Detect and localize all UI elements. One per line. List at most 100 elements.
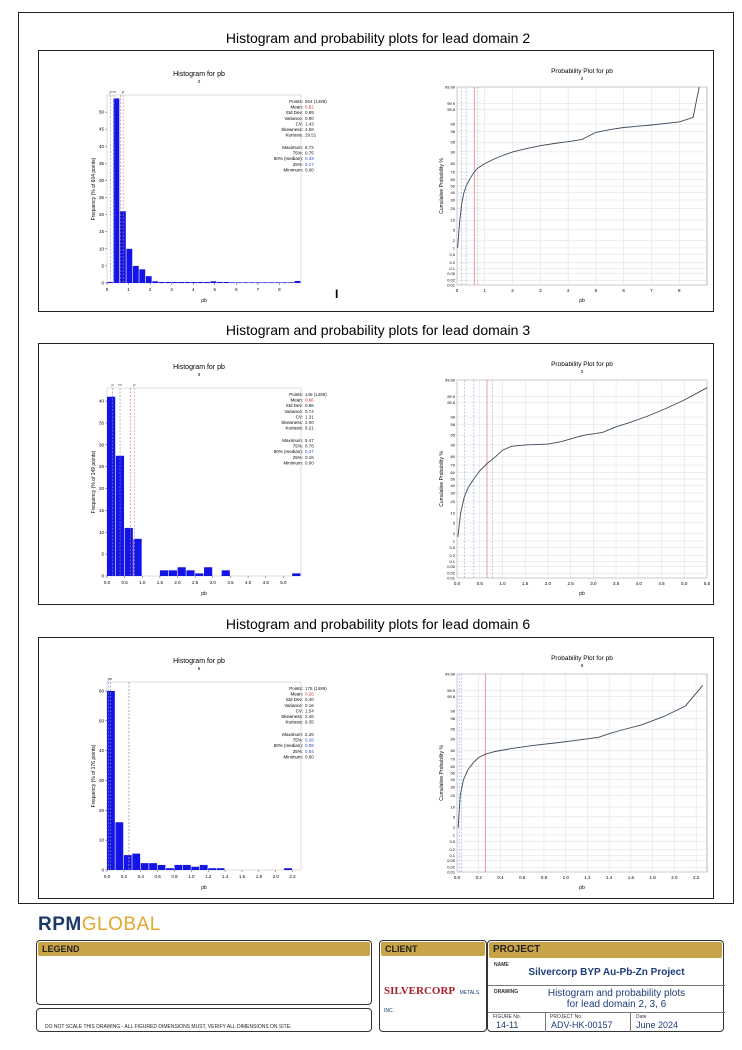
x-tick-label: 5.0 [280,580,287,585]
x-tick-label: 1.4 [222,874,229,879]
drawing-line-1: Histogram and probability plots [547,988,686,999]
drawing-line-2: for lead domain 2, 3, 6 [566,999,667,1010]
histogram-bar [132,853,141,870]
probability-plot-domain-6: Probability Plot for pb60.010.020.050.10… [439,655,708,891]
histogram-bar [166,868,174,870]
stat-label: Maximum: [282,438,303,443]
stat-value: 1.31 [305,414,314,419]
stat-value: 2.46 [305,714,314,719]
histogram-bar [174,864,183,870]
x-tick-label: 1.8 [256,874,263,879]
stat-label: Mean: [290,692,303,697]
y-tick-label: 90 [451,149,456,154]
stat-label: 75%: [293,151,303,156]
histogram-bar [195,573,204,576]
y-tick-label: 99.9 [447,101,456,106]
y-tick-label: 70 [451,757,456,762]
x-tick-label: 1.6 [628,875,635,880]
stat-label: Minimum: [283,754,303,759]
plot-area [106,681,302,871]
chart-subtitle: 3 [198,372,201,377]
panel-domain-2: Histogram for pb 2 p m p 0 5 10 15 20 25 30 35 40 45 50… [38,50,714,312]
x-tick-label: 6 [235,287,238,292]
stat-value: 0.90 [305,116,314,121]
stat-value: 0.86 [305,403,314,408]
stat-value: 0.74 [305,409,314,414]
y-axis-label: Frequency (% of 149 points) [91,450,97,513]
client-header: CLIENT [381,942,485,956]
y-tick-label: 0.02 [447,278,456,283]
x-tick-label: 5 [595,288,598,293]
chart-title: Probability Plot for pb [551,68,613,75]
y-tick-label: 95 [451,727,456,732]
stat-value: 0.16 [305,703,314,708]
y-tick-label: 1 [453,245,456,250]
x-tick-label: 0.8 [171,874,178,879]
histogram-bar [115,822,124,870]
y-tick-label: 50 [99,718,105,723]
histogram-bar [149,863,158,870]
histogram-bar [165,281,172,283]
y-tick-label: 35 [99,161,105,166]
chart-title: Histogram for pb [173,658,225,665]
x-tick-label: 5.5 [704,581,711,586]
y-tick-label: 98 [451,716,456,721]
y-tick-label: 0.05 [447,564,456,569]
cumulative-curve [457,685,704,828]
stat-label: Mean: [290,398,303,403]
y-tick-label: 30 [99,778,105,783]
x-tick-label: 0.8 [541,875,548,880]
stat-value: 0.26 [305,692,314,697]
stat-value: 0.80 [305,754,314,759]
y-tick-label: 5 [101,552,104,557]
stat-value: 0.17 [305,162,314,167]
y-tick-label: 99 [451,709,456,714]
y-axis-label: Frequency (% of 604 points) [91,157,97,220]
histogram-bar [288,282,294,283]
x-tick-label: 2.2 [289,874,296,879]
client-logo-sub: METALS INC. [384,990,480,1014]
x-tick-label: 4 [567,288,570,293]
histogram-bar [223,281,230,283]
y-tick-label: 70 [451,463,456,468]
histogram-bar [158,281,165,283]
y-tick-label: 45 [99,127,105,132]
x-tick-label: 1.0 [499,581,506,586]
probability-plot-domain-2: Probability Plot for pb20.010.020.050.10… [439,68,708,304]
stat-value: 8.21 [305,426,314,431]
project-divider-3 [545,1012,546,1032]
stat-value: 0.00 [305,460,314,465]
x-tick-label: 4.0 [245,580,252,585]
y-tick-label: 99.8 [447,400,456,405]
figure-no: 14-11 [496,1020,519,1030]
x-tick-label: 2 [511,288,514,293]
y-tick-label: 50 [99,110,105,115]
histogram-bar [236,282,243,283]
y-tick-label: 5 [453,520,456,525]
y-tick-label: 40 [99,144,105,149]
x-tick-label: 3 [170,287,173,292]
stat-marker-label: p [133,382,136,387]
stat-label: 50% (median): [274,156,303,161]
y-tick-label: 20 [99,486,105,491]
y-tick-label: 40 [99,748,105,753]
stat-label: 75%: [293,444,303,449]
x-tick-label: 1.5 [157,580,164,585]
panel-domain-3: Histogram for pb 3 p m p 0 5 10 15 20 25 30 35 40 0.0 0… [38,343,714,605]
y-tick-label: 99.8 [447,694,456,699]
date-value: June 2024 [636,1020,679,1030]
x-tick-label: 8 [278,287,281,292]
x-tick-label: 1.0 [139,580,146,585]
x-tick-label: 2.2 [693,875,700,880]
stat-value: 2.00 [305,420,314,425]
chart-subtitle: 6 [581,663,584,668]
y-tick-label: 60 [451,470,456,475]
histogram-bar [139,269,146,283]
y-axis-label: Frequency (% of 176 points) [91,744,97,807]
x-tick-label: 0.6 [519,875,526,880]
stat-label: 75%: [293,738,303,743]
y-tick-label: 0.02 [447,571,456,576]
x-axis-label: pb [201,591,207,597]
stat-value: 604 (1489) [305,99,327,104]
logo-sub-text: GLOBAL [81,914,161,935]
